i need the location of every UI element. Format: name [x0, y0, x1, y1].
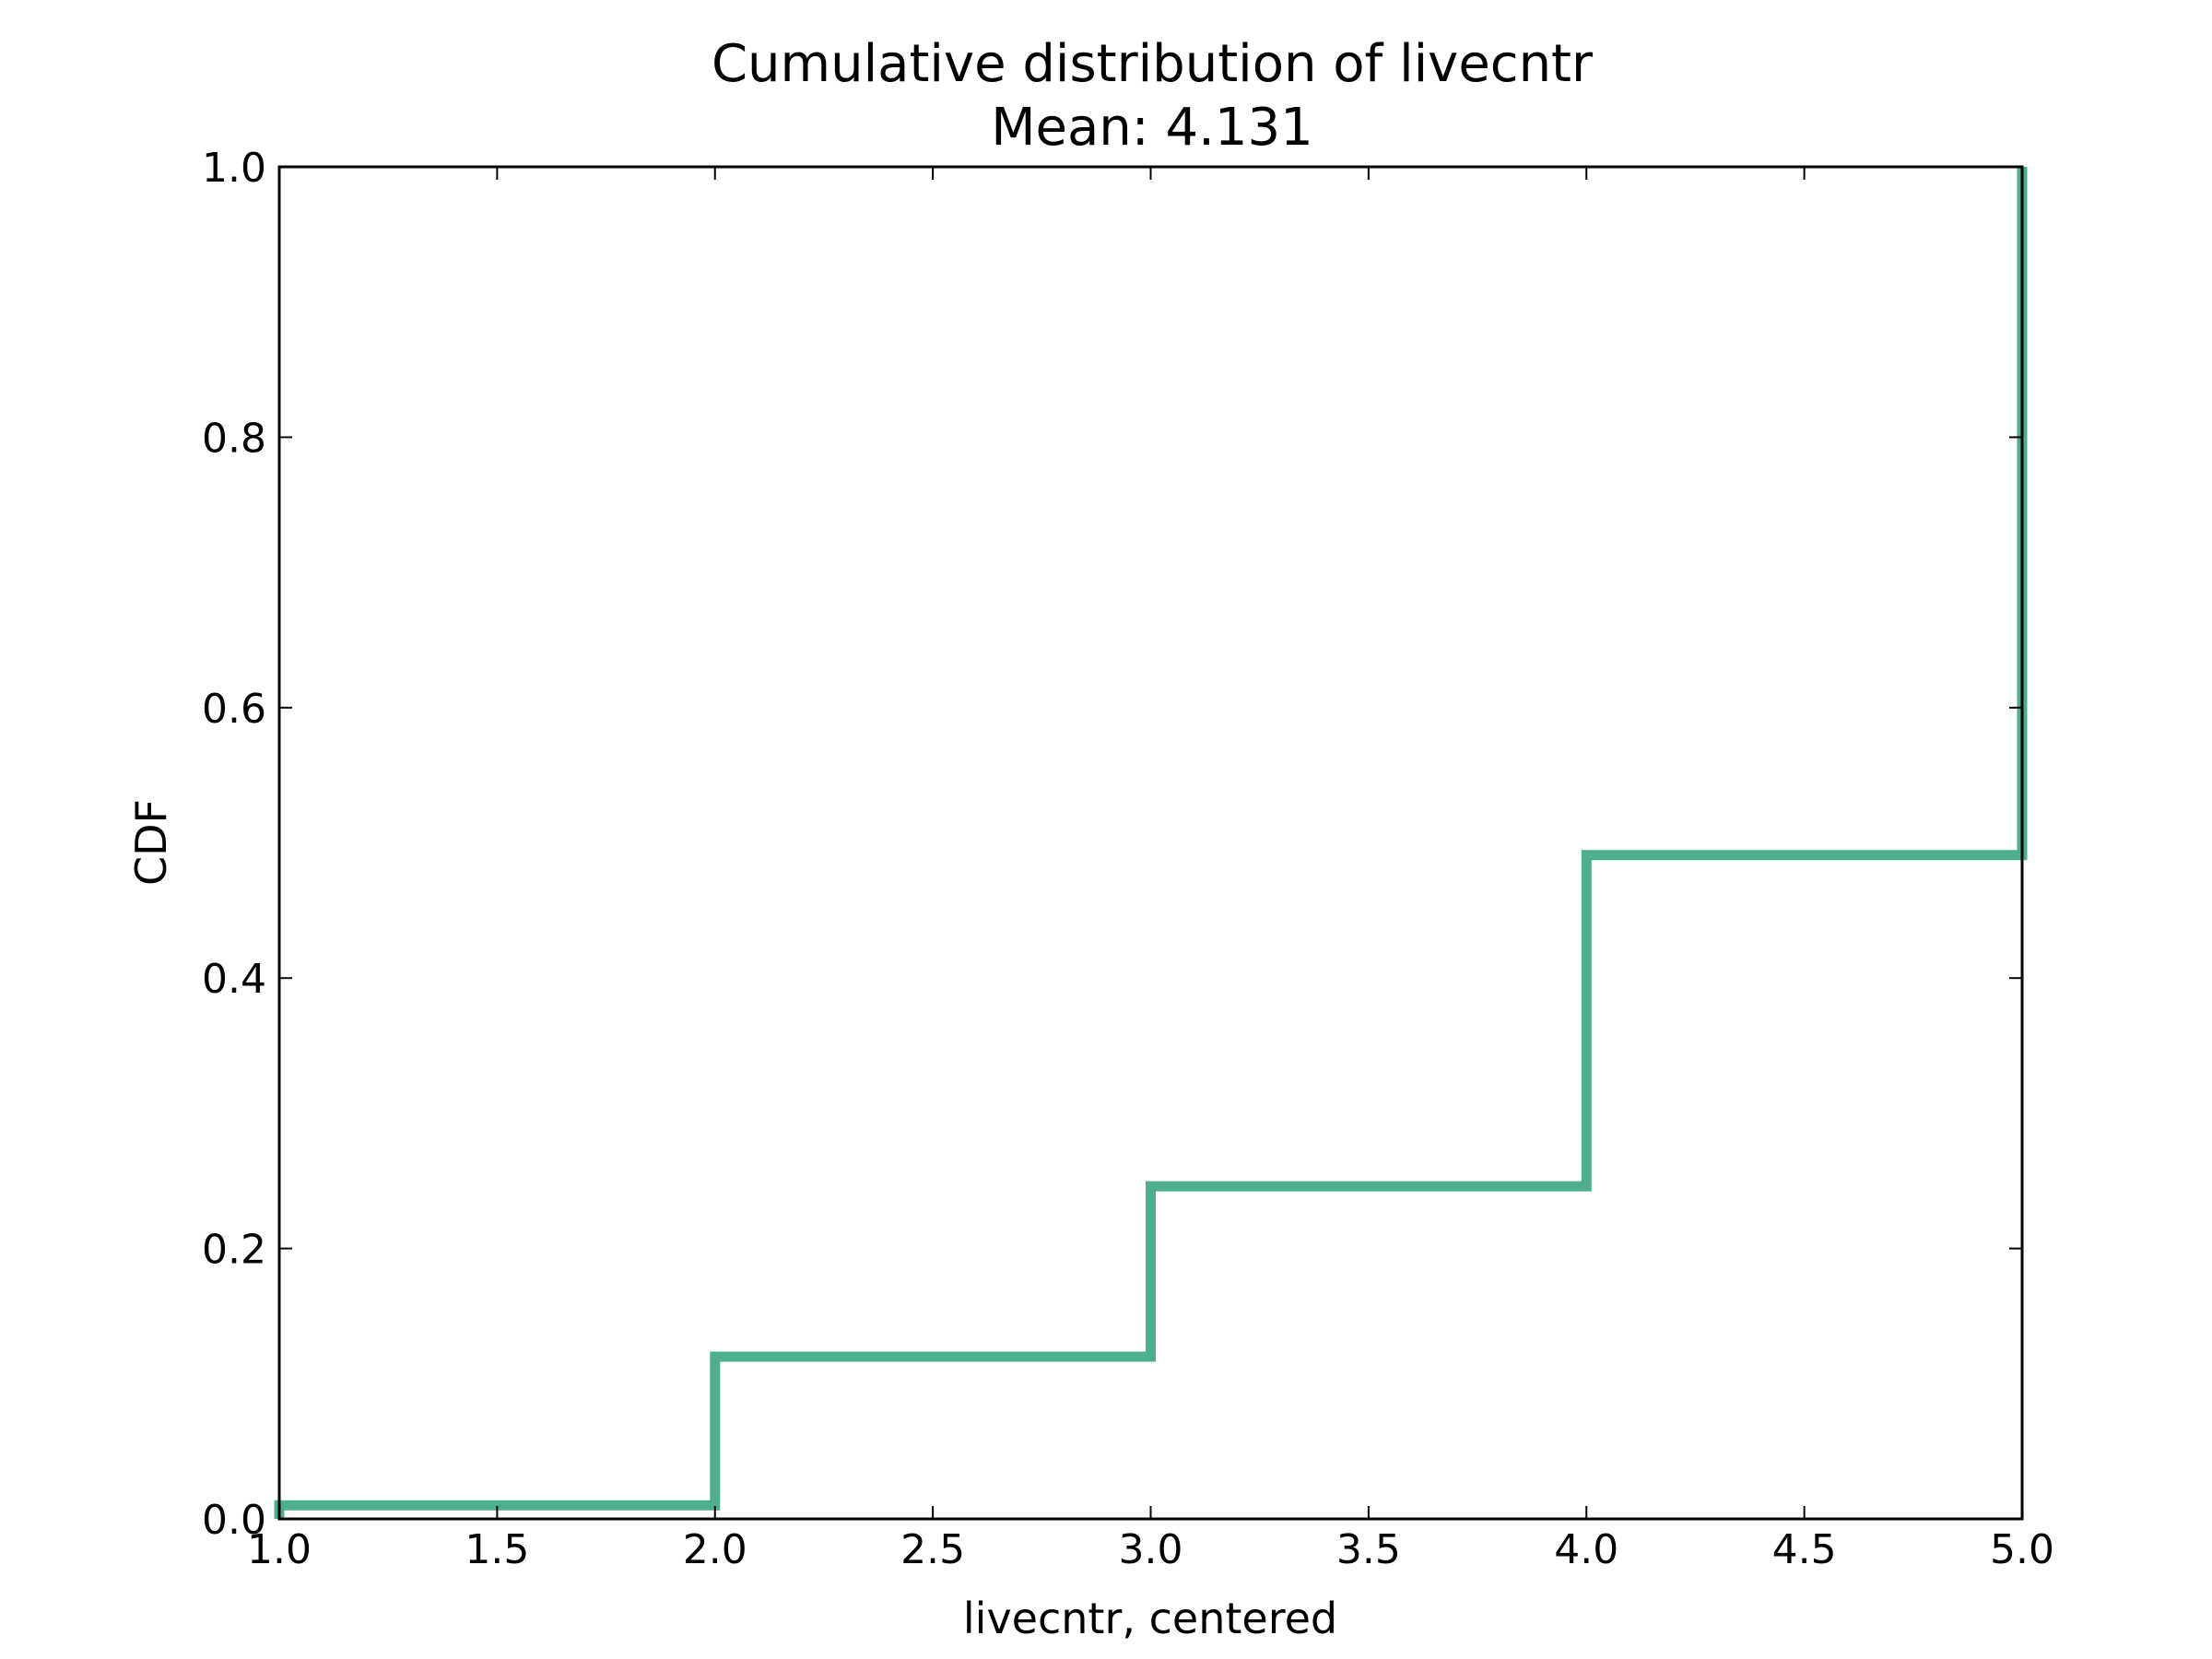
y-tick-label-3: 0.6: [202, 686, 266, 733]
plot-area: [274, 167, 2028, 1519]
x-axis-label: livecntr, centered: [963, 1594, 1337, 1643]
y-tick-label-2: 0.4: [202, 956, 266, 1003]
y-tick-label-1: 0.2: [202, 1227, 266, 1274]
y-tick-label-0: 0.0: [202, 1497, 266, 1544]
x-tick-label-1: 1.5: [465, 1526, 529, 1573]
y-tick-label-5: 1.0: [202, 145, 266, 192]
x-tick-label-4: 3.0: [1119, 1526, 1183, 1573]
cdf-step-line-0: [274, 167, 2028, 1519]
y-tick-label-4: 0.8: [202, 415, 266, 462]
chart-subtitle: Mean: 4.131: [991, 98, 1313, 158]
y-axis-label: CDF: [126, 799, 176, 886]
x-tick-label-5: 3.5: [1336, 1526, 1401, 1573]
x-tick-label-2: 2.0: [683, 1526, 747, 1573]
x-tick-label-8: 5.0: [1990, 1526, 2054, 1573]
chart-title: Cumulative distribution of livecntr: [712, 34, 1594, 94]
x-tick-label-0: 1.0: [247, 1526, 312, 1573]
x-tick-label-6: 4.0: [1554, 1526, 1618, 1573]
axis-ticks: 1.0 1.5 2.0 2.5 3.0 3.5 4.0 4.5 5.0 0.0 0.2 0.4 0.6 0…: [202, 145, 2054, 1573]
x-tick-label-3: 2.5: [900, 1526, 965, 1573]
x-tick-label-7: 4.5: [1772, 1526, 1837, 1573]
